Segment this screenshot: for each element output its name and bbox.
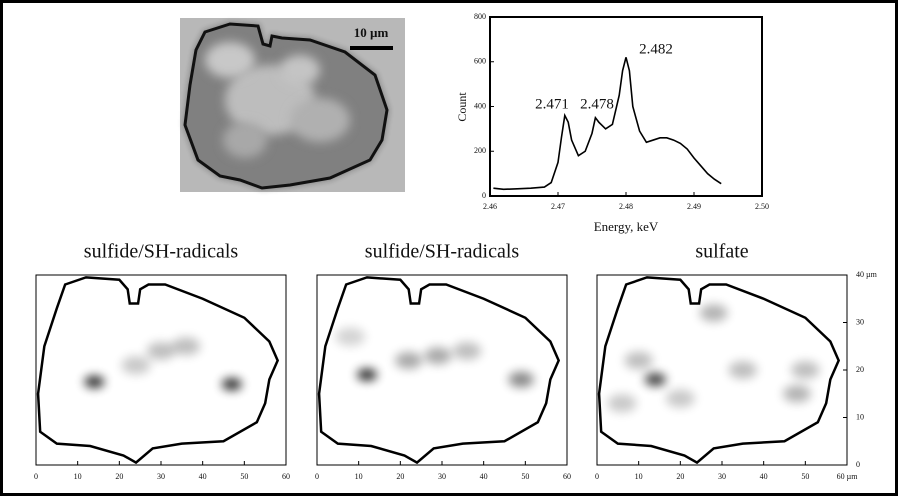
intensity-spot bbox=[644, 373, 666, 386]
map-frame bbox=[35, 274, 287, 466]
x-tick-label: 2.47 bbox=[551, 202, 565, 211]
x-tick-label: 20 bbox=[396, 472, 404, 481]
y-tick-label: 20 bbox=[856, 365, 864, 374]
y-tick-label: 200 bbox=[474, 146, 486, 155]
intensity-spot bbox=[357, 368, 377, 381]
y-tick-label: 30 bbox=[856, 317, 864, 326]
intensity-spot bbox=[607, 394, 637, 413]
x-tick-label: 10 bbox=[635, 472, 643, 481]
peak-label: 2.478 bbox=[580, 96, 614, 112]
intensity-spot bbox=[121, 356, 151, 375]
y-tick-label: 40 µm bbox=[856, 270, 878, 279]
x-tick-label: 20 bbox=[676, 472, 684, 481]
x-tick-label: 40 bbox=[199, 472, 207, 481]
x-axis-label: Energy, keV bbox=[594, 219, 659, 234]
scale-bar-label: 10 µm bbox=[354, 25, 389, 40]
x-tick-label: 2.46 bbox=[483, 202, 497, 211]
x-tick-label: 10 bbox=[355, 472, 363, 481]
x-tick-label: 30 bbox=[157, 472, 165, 481]
intensity-spot bbox=[728, 361, 758, 379]
y-tick-label: 0 bbox=[856, 460, 860, 469]
intensity-spot bbox=[335, 327, 366, 346]
intensity-spot bbox=[146, 342, 176, 360]
particle-outline bbox=[317, 276, 561, 465]
y-tick-label: 800 bbox=[474, 12, 486, 21]
x-tick-label: 0 bbox=[595, 472, 599, 481]
x-tick-label: 20 bbox=[115, 472, 123, 481]
intensity-spot bbox=[395, 352, 423, 369]
x-tick-label: 2.48 bbox=[619, 202, 633, 211]
x-tick-label: 40 bbox=[760, 472, 768, 481]
intensity-spot bbox=[699, 304, 728, 322]
intensity-spot bbox=[665, 389, 695, 408]
x-tick-label: 40 bbox=[480, 472, 488, 481]
x-tick-label: 50 bbox=[521, 472, 529, 481]
peak-label: 2.471 bbox=[535, 96, 569, 112]
y-tick-label: 600 bbox=[474, 57, 486, 66]
map-title: sulfate bbox=[695, 241, 748, 263]
x-tick-label: 50 bbox=[801, 472, 809, 481]
intensity-spot bbox=[624, 351, 653, 370]
y-tick-label: 400 bbox=[474, 101, 486, 110]
intensity-spot bbox=[791, 361, 820, 379]
intensity-spot bbox=[508, 371, 534, 388]
x-tick-label: 2.50 bbox=[755, 202, 769, 211]
x-tick-label: 30 bbox=[718, 472, 726, 481]
x-tick-label: 60 bbox=[563, 472, 571, 481]
y-tick-label: 10 bbox=[856, 412, 864, 421]
intensity-spot bbox=[424, 347, 452, 365]
map-title: sulfide/SH-radicals bbox=[84, 241, 239, 263]
x-tick-label: 10 bbox=[74, 472, 82, 481]
x-tick-label: 50 bbox=[240, 472, 248, 481]
spots bbox=[84, 337, 242, 391]
peak-label: 2.482 bbox=[639, 41, 673, 57]
intensity-spot bbox=[783, 385, 811, 403]
x-tick-label: 0 bbox=[315, 472, 319, 481]
map-title: sulfide/SH-radicals bbox=[365, 241, 520, 263]
x-tick-label: 60 bbox=[282, 472, 290, 481]
y-tick-label: 0 bbox=[482, 191, 486, 200]
intensity-spot bbox=[221, 378, 242, 391]
intensity-spot bbox=[84, 375, 105, 388]
x-tick-label: 0 bbox=[34, 472, 38, 481]
spots bbox=[335, 327, 534, 388]
particle-outline bbox=[36, 276, 280, 465]
y-axis-label: Count bbox=[455, 92, 469, 122]
micrograph: 10 µm bbox=[180, 18, 405, 192]
spots bbox=[607, 304, 820, 413]
intensity-spot bbox=[452, 342, 482, 360]
x-tick-label: 30 bbox=[438, 472, 446, 481]
particle-outline bbox=[597, 276, 841, 465]
spectrum-line bbox=[493, 57, 722, 191]
map-frame bbox=[316, 274, 568, 466]
intensity-spot bbox=[171, 337, 201, 356]
x-tick-label: 2.49 bbox=[687, 202, 701, 211]
x-tick-label: 60 µm bbox=[837, 472, 859, 481]
